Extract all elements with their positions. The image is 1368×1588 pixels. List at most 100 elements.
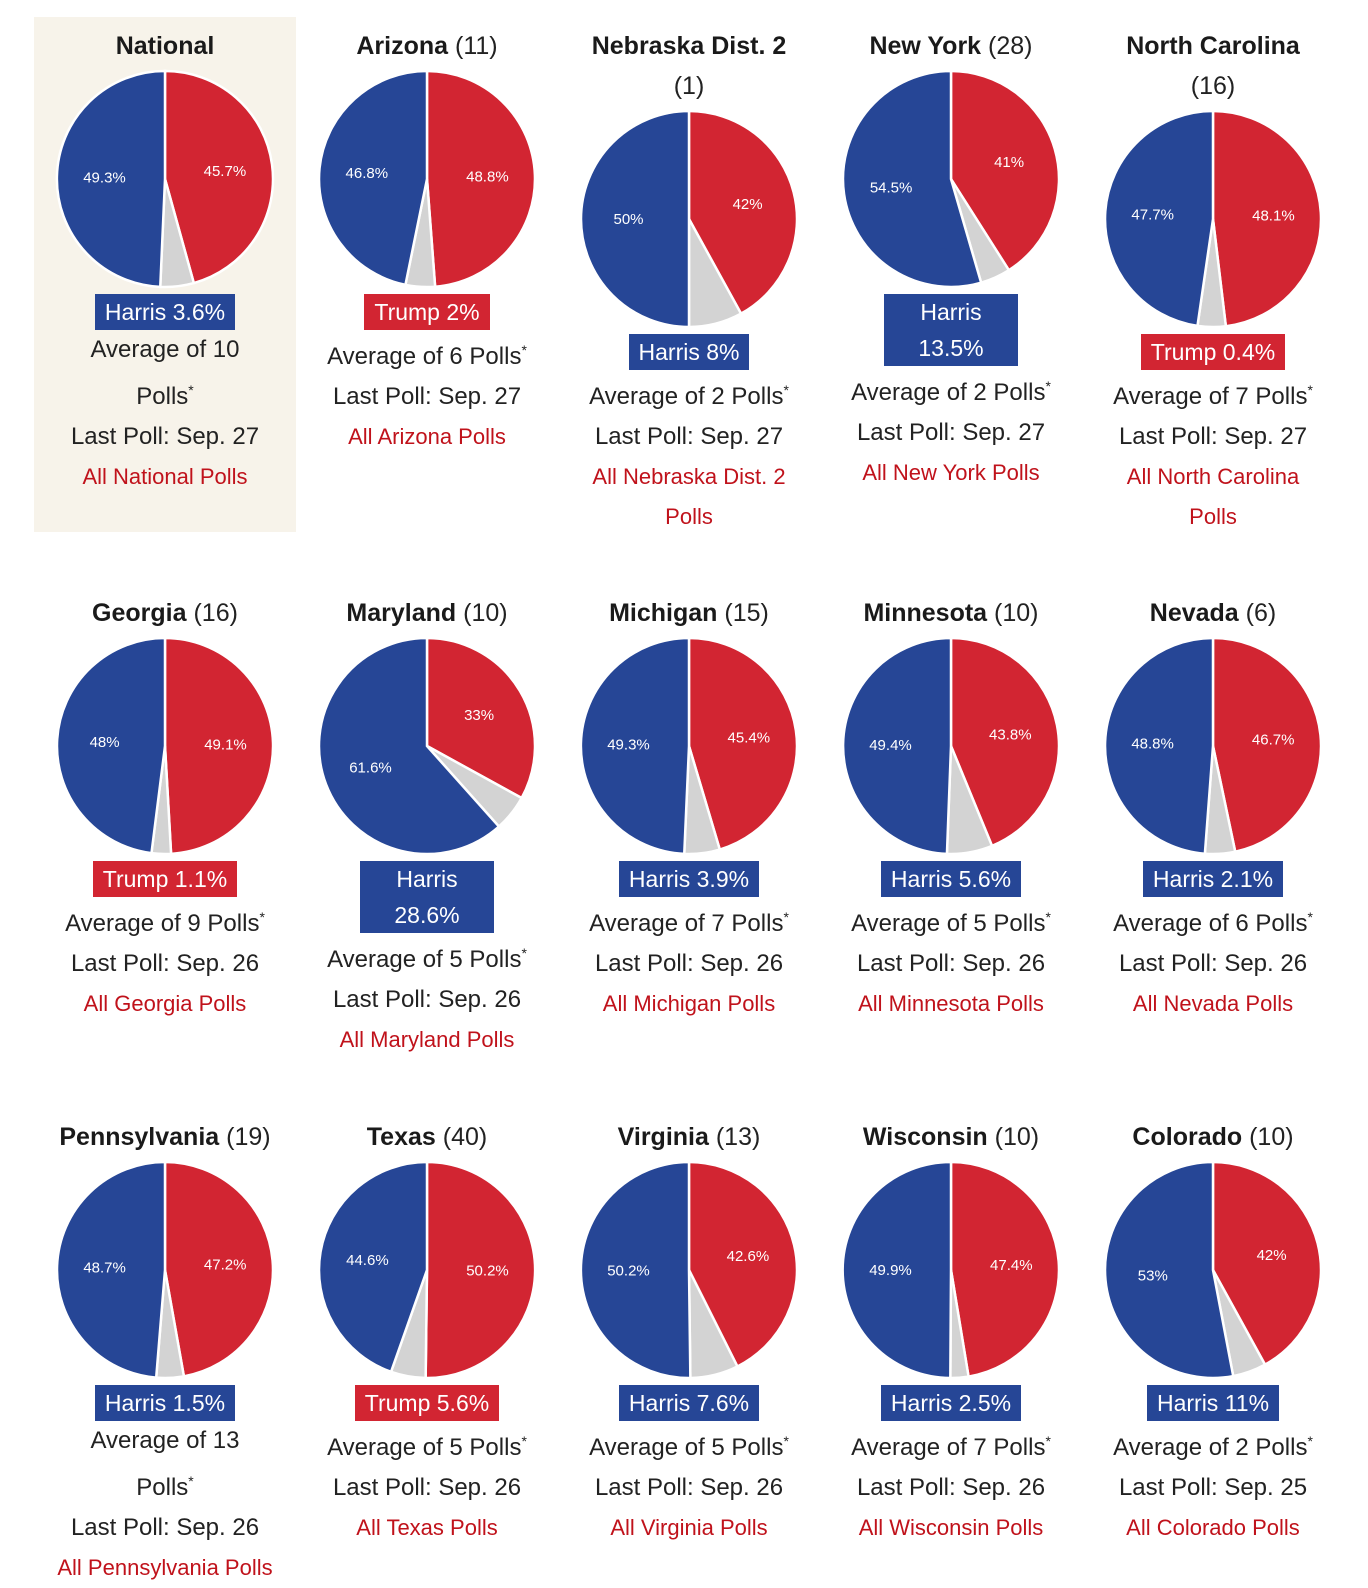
electoral-votes: (40) [442, 1123, 488, 1151]
poll-average: Average of 6 Polls* [1082, 897, 1344, 944]
all-polls-link[interactable]: All North Carolina Polls [1126, 464, 1300, 529]
last-poll-date: Last Poll: Sep. 27 [70, 423, 260, 450]
harris-value-label: 48% [90, 734, 120, 751]
state-title: Minnesota (10) [820, 593, 1082, 633]
all-polls-link[interactable]: All Pennsylvania Polls [57, 1555, 273, 1580]
poll-card: Wisconsin (10) 49.9% 47.4% Harris 2.5% Avera… [820, 1117, 1082, 1548]
footnote-marker: * [1045, 1433, 1051, 1449]
trump-value-label: 48.1% [1252, 207, 1295, 224]
footnote-marker: * [1307, 382, 1313, 398]
state-name: Minnesota [863, 599, 988, 627]
state-name: National [115, 32, 215, 60]
poll-average-text: Average of 13 Polls [90, 1427, 240, 1501]
all-polls-link[interactable]: All Michigan Polls [602, 991, 776, 1016]
poll-card: Nevada (6) 48.8% 46.7% Harris 2.1% Average o… [1082, 593, 1344, 1024]
poll-average: Average of 5 Polls* [820, 897, 1082, 944]
poll-average: Average of 13 Polls* [34, 1421, 296, 1508]
last-poll-date: Last Poll: Sep. 26 [856, 950, 1046, 977]
trump-slice [425, 636, 537, 800]
harris-slice [841, 636, 953, 856]
leader-badge: Trump 5.6% [354, 1385, 500, 1421]
last-poll-date: Last Poll: Sep. 27 [594, 423, 784, 450]
all-polls-link[interactable]: All National Polls [82, 464, 248, 489]
all-polls-link[interactable]: All Georgia Polls [83, 991, 247, 1016]
leader-badge: Harris 28.6% [360, 861, 494, 933]
poll-average: Average of 5 Polls* [296, 1421, 558, 1468]
harris-value-label: 61.6% [349, 760, 392, 777]
poll-average-text: Average of 7 Polls [589, 910, 784, 937]
all-polls-link[interactable]: All Minnesota Polls [858, 991, 1044, 1016]
electoral-votes: (13) [715, 1123, 761, 1151]
leader-badge-wrap: Harris 11% [1082, 1381, 1344, 1421]
pie-chart: 50% 42% [579, 109, 799, 329]
state-name: Virginia [617, 1123, 709, 1151]
state-name: Colorado [1132, 1123, 1243, 1151]
poll-card: Nebraska Dist. 2 (1) 50% 42% Harris 8% Avera… [558, 26, 820, 537]
electoral-votes: (16) [193, 599, 238, 627]
poll-card: Georgia (16) 48% 49.1% Trump 1.1% Average of… [34, 593, 296, 1024]
last-poll-date: Last Poll: Sep. 27 [332, 383, 522, 410]
harris-value-label: 46.8% [346, 165, 389, 182]
leader-badge: Trump 0.4% [1140, 334, 1286, 370]
trump-slice [949, 636, 1061, 848]
all-polls-link[interactable]: All New York Polls [862, 460, 1040, 485]
state-title: Colorado (10) [1082, 1117, 1344, 1157]
trump-slice [1211, 636, 1323, 854]
poll-average-text: Average of 7 Polls [1113, 383, 1308, 410]
state-title: Nevada (6) [1082, 593, 1344, 633]
all-polls-link[interactable]: All Wisconsin Polls [858, 1515, 1044, 1540]
poll-average: Average of 7 Polls* [820, 1421, 1082, 1468]
electoral-votes: (16) [1190, 72, 1236, 100]
pie-chart: 46.8% 48.8% [317, 69, 537, 289]
all-polls-link[interactable]: All Virginia Polls [610, 1515, 768, 1540]
all-polls-link[interactable]: All Texas Polls [356, 1515, 498, 1540]
footnote-marker: * [521, 342, 527, 358]
trump-value-label: 42% [733, 196, 763, 213]
trump-value-label: 42.6% [727, 1248, 770, 1265]
electoral-votes: (10) [994, 1123, 1040, 1151]
leader-badge-wrap: Harris 28.6% [296, 857, 558, 933]
footnote-marker: * [1045, 909, 1051, 925]
footnote-marker: * [188, 382, 194, 398]
trump-slice [163, 69, 275, 285]
trump-slice [949, 1160, 1061, 1378]
leader-badge-wrap: Harris 8% [558, 330, 820, 370]
footnote-marker: * [521, 1433, 527, 1449]
poll-average: Average of 2 Polls* [820, 366, 1082, 413]
harris-slice [579, 109, 691, 329]
leader-badge-wrap: Harris 2.5% [820, 1381, 1082, 1421]
electoral-votes: (10) [1249, 1123, 1294, 1151]
state-name: Georgia [92, 599, 187, 627]
trump-slice [687, 636, 799, 852]
poll-card: New York (28) 54.5% 41% Harris 13.5% Average… [820, 26, 1082, 493]
last-poll-date: Last Poll: Sep. 26 [1118, 950, 1308, 977]
state-title: Arizona (11) [296, 26, 558, 66]
state-title: Pennsylvania (19) [34, 1117, 296, 1157]
harris-value-label: 48.8% [1131, 736, 1174, 753]
trump-slice [687, 109, 799, 316]
all-polls-link[interactable]: All Maryland Polls [339, 1027, 515, 1052]
all-polls-link[interactable]: All Arizona Polls [348, 424, 506, 449]
all-polls-link[interactable]: All Nevada Polls [1132, 991, 1294, 1016]
electoral-votes: (11) [455, 32, 498, 60]
footnote-marker: * [1307, 909, 1313, 925]
poll-average-text: Average of 5 Polls [851, 910, 1046, 937]
all-polls-link[interactable]: All Nebraska Dist. 2 Polls [592, 464, 786, 529]
last-poll-date: Last Poll: Sep. 26 [70, 1514, 260, 1541]
footnote-marker: * [259, 909, 265, 925]
all-polls-link[interactable]: All Colorado Polls [1126, 1515, 1300, 1540]
harris-slice [55, 636, 167, 855]
trump-slice [163, 1160, 275, 1378]
pie-chart: 49.3% 45.7% [55, 69, 275, 289]
poll-average: Average of 5 Polls* [296, 933, 558, 980]
poll-average-text: Average of 2 Polls [589, 383, 784, 410]
harris-slice [317, 1160, 429, 1374]
harris-value-label: 49.3% [83, 170, 126, 187]
poll-card: North Carolina (16) 47.7% 48.1% Trump 0.4% A… [1082, 26, 1344, 537]
trump-slice [687, 1160, 799, 1369]
state-name: Wisconsin [862, 1123, 988, 1151]
poll-card: Virginia (13) 50.2% 42.6% Harris 7.6% Averag… [558, 1117, 820, 1548]
leader-badge-wrap: Harris 13.5% [820, 290, 1082, 366]
harris-value-label: 53% [1138, 1268, 1168, 1285]
footnote-marker: * [521, 945, 527, 961]
